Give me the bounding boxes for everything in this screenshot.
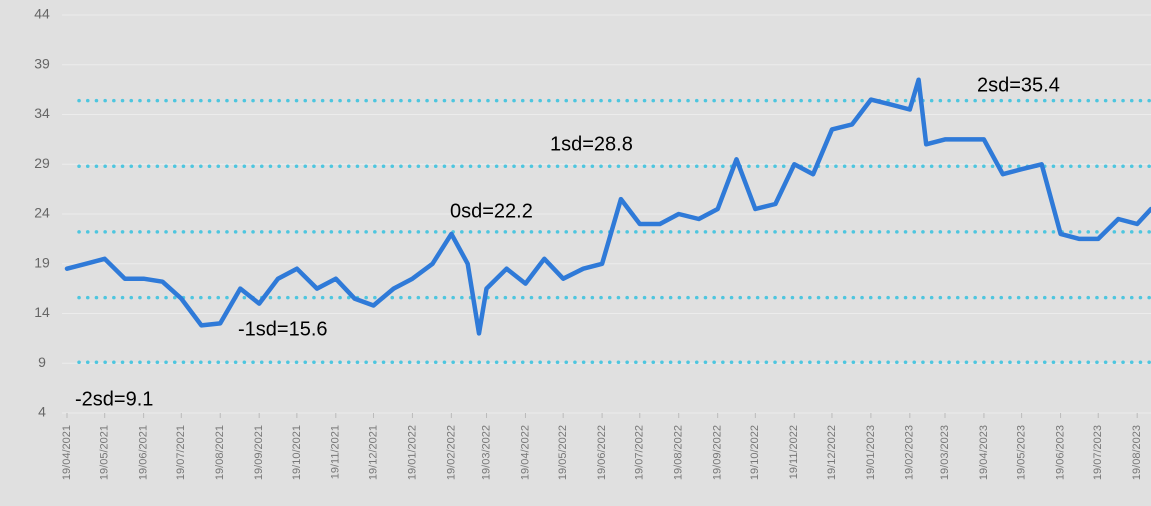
x-tick-label: 19/07/2021 (175, 425, 187, 480)
x-tick-label: 19/10/2021 (291, 425, 303, 480)
x-tick-label: 19/12/2021 (367, 425, 379, 480)
x-tick-label: 19/04/2023 (978, 425, 990, 480)
x-tick-label: 19/07/2022 (634, 425, 646, 480)
x-tick-label: 19/02/2023 (904, 425, 916, 480)
x-tick-label: 19/08/2023 (1131, 425, 1143, 480)
x-tick-label: 19/06/2021 (138, 425, 150, 480)
x-tick-label: 19/06/2023 (1054, 425, 1066, 480)
x-tick-label: 19/09/2021 (253, 425, 265, 480)
x-tick-label: 19/05/2022 (557, 425, 569, 480)
x-tick-label: 19/11/2022 (788, 425, 800, 479)
line (64, 77, 1151, 336)
reference-label: 0sd=22.2 (450, 200, 533, 222)
x-tick-label: 19/01/2022 (406, 425, 418, 480)
y-tick-label: 29 (34, 155, 50, 171)
y-tick-label: 39 (34, 55, 50, 71)
reference-label: 2sd=35.4 (977, 74, 1060, 96)
x-tick-label: 19/02/2022 (445, 425, 457, 480)
x-tick-label: 19/08/2021 (214, 425, 226, 480)
x-tick-label: 19/03/2023 (939, 425, 951, 480)
y-tick-label: 24 (34, 205, 50, 221)
y-tick-label: 19 (34, 254, 50, 270)
x-tick-label: 19/06/2022 (596, 425, 608, 480)
x-tick-label: 19/08/2022 (673, 425, 685, 480)
x-tick-label: 19/05/2021 (99, 425, 111, 480)
x-tick-label: 19/01/2023 (865, 425, 877, 480)
x-tick-label: 19/07/2023 (1092, 425, 1104, 480)
x-tick-label: 19/04/2022 (519, 425, 531, 480)
x-tick-label: 19/05/2023 (1016, 425, 1028, 480)
x-tick-label: 19/10/2022 (749, 425, 761, 480)
x-tick-label: 19/09/2022 (712, 425, 724, 480)
x-tick-label: 19/11/2021 (330, 425, 342, 479)
y-tick-label: 14 (34, 304, 50, 320)
y-tick-label: 9 (38, 354, 46, 370)
x-tick-label: 19/03/2022 (480, 425, 492, 480)
reference-label: -1sd=15.6 (238, 318, 328, 340)
reference-label: -2sd=9.1 (75, 388, 153, 410)
y-tick-label: 44 (34, 6, 50, 22)
x-tick-label: 19/12/2022 (826, 425, 838, 480)
y-tick-label: 34 (34, 105, 50, 121)
x-tick-label: 19/04/2021 (61, 425, 73, 480)
reference-label: 1sd=28.8 (550, 133, 633, 155)
y-tick-label: 4 (38, 404, 46, 420)
